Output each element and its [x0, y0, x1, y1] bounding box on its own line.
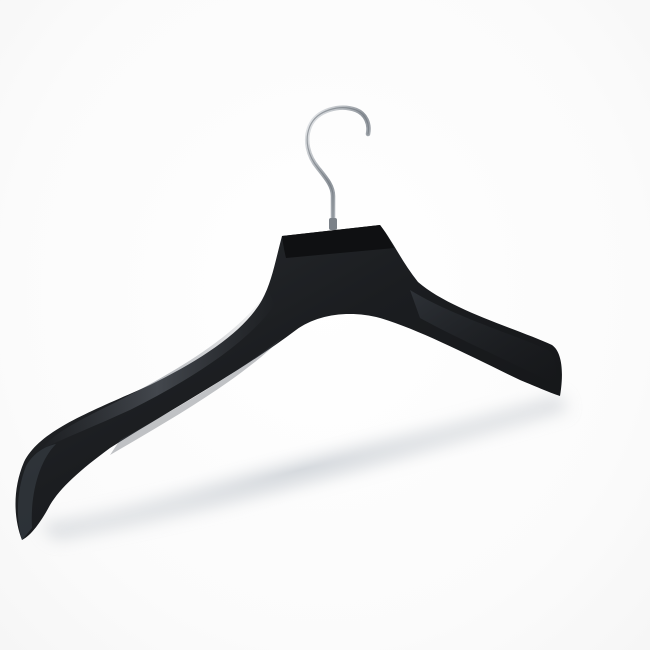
metal-hook — [305, 105, 371, 230]
hanger-body — [15, 225, 562, 540]
hanger-shadow — [40, 395, 568, 540]
